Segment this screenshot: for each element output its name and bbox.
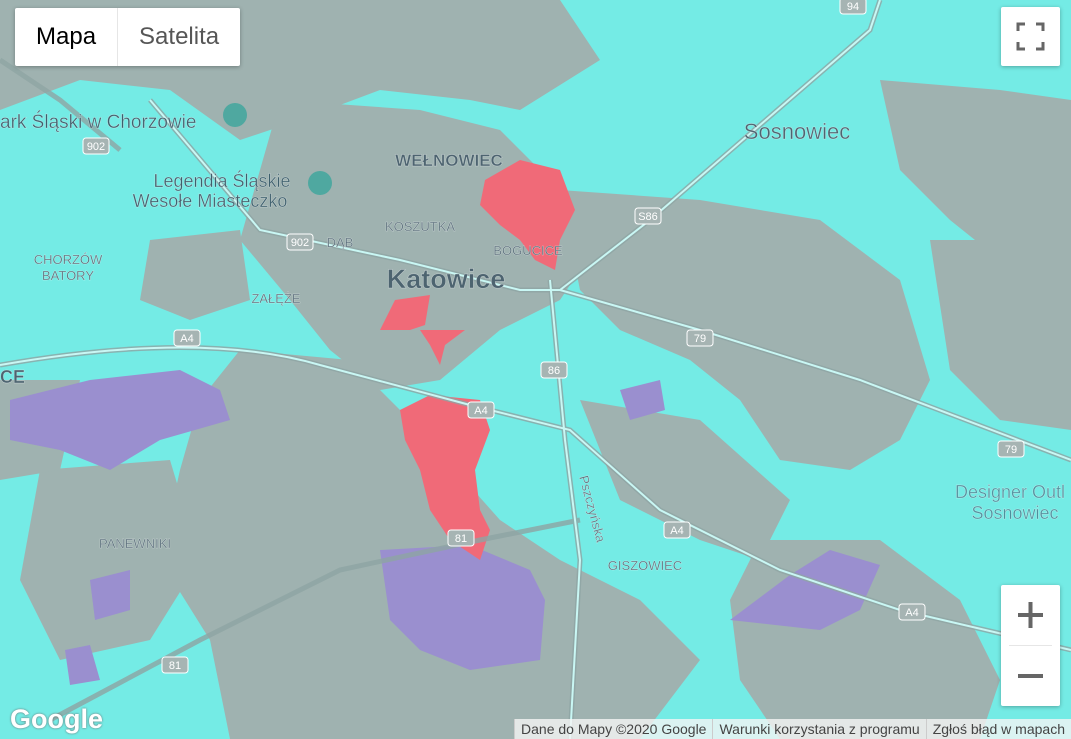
- place-label: KOSZUTKA: [385, 219, 455, 234]
- fullscreen-icon: [1016, 22, 1045, 51]
- zoom-control: [1001, 585, 1060, 706]
- fullscreen-button[interactable]: [1001, 7, 1060, 66]
- road-number: 79: [1005, 444, 1017, 456]
- place-label: DĄB: [327, 235, 354, 250]
- report-link[interactable]: Zgłoś błąd w mapach: [925, 719, 1071, 739]
- place-labels: ark Śląski w Chorzowie Legendia ŚląskieWe…: [0, 111, 1065, 574]
- map-data: Dane do Mapy ©2020 Google: [514, 719, 712, 739]
- road-number: 86: [548, 365, 560, 377]
- road-shield: [686, 329, 714, 347]
- place-label: ZAŁĘŻE: [251, 291, 300, 306]
- park-icon: [308, 171, 332, 195]
- road-number: 902: [87, 141, 105, 153]
- place-label: Katowice: [387, 264, 506, 294]
- place-label: Designer Outl: [955, 482, 1065, 502]
- place-label: CHORZÓW: [34, 252, 103, 267]
- footer: Dane do Mapy ©2020 Google Warunki korzys…: [514, 719, 1071, 739]
- place-label: PANEWNIKI: [99, 536, 171, 551]
- zoom-icons: [1009, 602, 1052, 678]
- road-shield: [161, 656, 189, 674]
- road-shield: [82, 137, 110, 155]
- place-label: BATORY: [42, 268, 94, 283]
- satellite-button[interactable]: Satelita: [139, 23, 220, 50]
- place-label: Wesołe Miasteczko: [133, 191, 288, 211]
- place-label: Sosnowiec: [744, 119, 850, 144]
- place-label: Sosnowiec: [971, 503, 1058, 523]
- road-number: 902: [291, 237, 309, 249]
- place-label: BOGUCICE: [493, 243, 563, 258]
- road-shield: [839, 0, 867, 15]
- road-number: 94: [847, 1, 859, 13]
- road-shields: 902 902 S86 94 A4 A4 A4 A4 86 79 79 81 81: [82, 0, 1025, 674]
- road-number: 81: [455, 533, 467, 545]
- road-number: 81: [169, 660, 181, 672]
- place-label: CE: [0, 367, 25, 387]
- road-shield: [447, 529, 475, 547]
- google-logo: Google: [10, 704, 103, 734]
- road-shield: [540, 361, 568, 379]
- road-shield: [173, 329, 201, 347]
- place-label: ark Śląski w Chorzowie: [0, 111, 196, 133]
- road-number: 79: [694, 333, 706, 345]
- map-type-control[interactable]: Mapa Satelita: [15, 8, 241, 66]
- road-number: A4: [474, 405, 487, 417]
- place-label: Legendia Śląskie: [153, 170, 290, 191]
- zoom-in[interactable]: [1018, 602, 1043, 628]
- road-shield: [898, 603, 926, 621]
- road-shield: [997, 440, 1025, 458]
- road-number: A4: [905, 607, 918, 619]
- road-number: A4: [180, 333, 193, 345]
- place-label: GISZOWIEC: [608, 558, 682, 573]
- road-number: A4: [670, 525, 683, 537]
- road-shield: [467, 401, 495, 419]
- road-shield: [634, 207, 662, 225]
- road-number: S86: [638, 211, 658, 223]
- road-shield: [286, 233, 314, 251]
- terms-link[interactable]: Warunki korzystania z programu: [712, 719, 925, 739]
- red-zones: [380, 160, 575, 560]
- road-shield: [663, 521, 691, 539]
- map-button[interactable]: Mapa: [15, 8, 119, 66]
- place-label: WEŁNOWIEC: [395, 151, 503, 170]
- purple-zones: [10, 370, 880, 685]
- park-icon: [223, 103, 247, 127]
